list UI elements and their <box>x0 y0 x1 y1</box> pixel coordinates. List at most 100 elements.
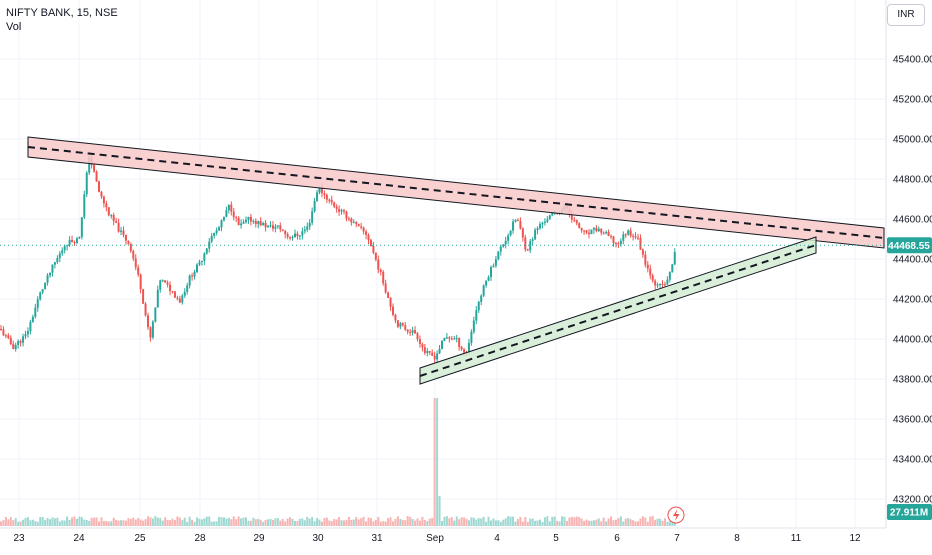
volume-bar <box>433 398 436 526</box>
volume-bar <box>98 521 100 526</box>
candle-body <box>262 223 265 226</box>
volume-bar <box>291 519 294 526</box>
candle-body <box>482 285 485 296</box>
candle-body <box>656 284 659 286</box>
candle-body <box>612 236 615 243</box>
candle-body <box>588 232 590 235</box>
volume-bar <box>485 521 488 526</box>
candle-body <box>637 237 639 239</box>
volume-bar <box>161 520 164 526</box>
candle-body <box>575 220 578 224</box>
candle-body <box>450 338 453 340</box>
volume-bar <box>409 516 412 526</box>
volume-bar <box>51 517 54 526</box>
candle-body <box>227 204 230 211</box>
candle-body <box>338 208 341 212</box>
candle-body <box>580 227 583 231</box>
volume-bar <box>245 517 247 526</box>
volume-bar <box>357 519 360 526</box>
last-price-badge <box>887 237 932 254</box>
x-tick-label: Sep <box>426 533 444 544</box>
candle-body <box>49 272 51 276</box>
volume-bar <box>122 520 125 526</box>
candle-body <box>668 272 671 280</box>
volume-bar <box>536 520 539 526</box>
volume-bar <box>188 516 191 526</box>
candle-body <box>34 307 37 317</box>
candle-body <box>129 244 132 251</box>
volume-bar <box>360 518 363 526</box>
volume-bar <box>2 520 5 526</box>
x-tick-label: 30 <box>312 533 324 544</box>
y-tick-label: 43800.00 <box>893 375 932 386</box>
volume-bar <box>83 519 86 526</box>
candle-body <box>394 314 397 321</box>
volume-bar <box>24 517 27 526</box>
candle-body <box>183 291 186 296</box>
volume-bar <box>31 519 34 526</box>
volume-bar <box>115 519 118 526</box>
candle-body <box>240 223 243 226</box>
last-volume-badge <box>887 504 932 520</box>
y-tick-label: 43600.00 <box>893 415 932 426</box>
volume-bar <box>426 521 429 526</box>
candle-body <box>536 228 539 230</box>
candle-body <box>75 238 78 244</box>
volume-bar <box>328 520 331 526</box>
candle-body <box>132 250 135 259</box>
volume-bar <box>436 398 439 526</box>
volume-bar <box>17 521 20 526</box>
volume-bar <box>129 518 132 526</box>
candle-body <box>124 234 127 241</box>
volume-bar <box>392 521 394 526</box>
candle-body <box>4 335 7 337</box>
volume-bar <box>88 520 91 526</box>
candle-body <box>453 338 456 340</box>
candle-body <box>303 229 306 232</box>
symbol-title[interactable]: NIFTY BANK, 15, NSE <box>6 7 118 19</box>
candle-body <box>499 246 502 252</box>
candle-body <box>663 284 666 286</box>
currency-selector[interactable]: INR <box>887 4 925 26</box>
volume-bar <box>384 521 387 526</box>
volume-bar <box>629 519 632 526</box>
volume-indicator-label[interactable]: Vol <box>6 21 22 33</box>
volume-bar <box>93 517 96 526</box>
candle-body <box>161 280 164 282</box>
volume-bar <box>39 517 42 526</box>
candle-body <box>289 236 292 239</box>
volume-bar <box>144 519 147 526</box>
volume-bar <box>411 518 414 526</box>
candle-body <box>311 211 314 223</box>
volume-bar <box>602 517 605 526</box>
volume-bar <box>369 518 372 526</box>
volume-bar <box>112 517 115 526</box>
volume-bar <box>666 521 669 526</box>
lightning-icon-bolt <box>673 509 680 521</box>
candle-body <box>330 199 333 203</box>
candle-body <box>543 221 546 223</box>
volume-bar <box>117 520 120 526</box>
volume-bar <box>575 516 578 526</box>
candle-body <box>399 323 402 327</box>
candle-body <box>632 235 635 237</box>
candle-body <box>392 306 394 315</box>
candle-body <box>247 216 250 220</box>
candle-body <box>546 219 549 222</box>
volume-bar <box>541 521 544 526</box>
volume-bar <box>124 520 127 526</box>
candle-body <box>624 234 627 236</box>
candle-body <box>654 280 657 286</box>
volume-bar <box>470 517 473 526</box>
volume-bar <box>367 517 370 526</box>
volume-bar <box>614 519 617 526</box>
chart-header: NIFTY BANK, 15, NSE Vol <box>6 6 118 34</box>
volume-bar <box>149 517 152 526</box>
candle-body <box>389 297 392 307</box>
candle-body <box>198 261 201 265</box>
volume-bar <box>267 519 270 526</box>
volume-bar <box>56 517 59 526</box>
volume-bar <box>465 518 468 526</box>
